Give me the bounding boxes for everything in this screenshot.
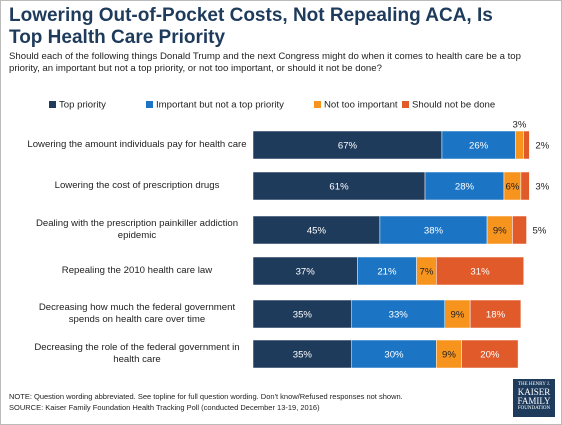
value-label: 37% [296,267,316,278]
value-label: 33% [389,310,409,321]
logo-text: FAMILY [517,396,551,406]
value-label: 30% [384,350,404,361]
value-label: 28% [455,182,475,193]
legend-swatch [402,101,409,108]
legend-swatch [49,101,56,108]
bar-segment [351,299,446,329]
bar-segment [252,299,352,329]
category-label: Decreasing the role of the federal gover… [34,342,240,365]
category-label: Repealing the 2010 health care law [61,265,213,276]
bar-segment [469,299,522,329]
value-label: 18% [486,310,506,321]
bar-segment [441,130,516,160]
logo-text: FOUNDATION [517,406,551,411]
legend-label: Not too important [324,100,398,111]
bar-segment [252,256,358,286]
value-label: 45% [307,226,327,237]
bar-segment [444,299,471,329]
value-label: 67% [338,141,358,152]
value-label: 20% [480,350,500,361]
value-label: 61% [329,182,349,193]
value-label: 3% [535,182,549,193]
bar-segment [523,130,530,160]
bar-segment [424,171,505,201]
legend-swatch [314,101,321,108]
bar-segment [436,256,524,286]
value-label: 21% [377,267,397,278]
category-label: Dealing with the prescription painkiller… [35,218,239,241]
value-label: 7% [419,267,433,278]
bar-segment [486,215,513,245]
chart-subtitle: Should each of the following things Dona… [9,51,521,74]
logo-text: KAISER [517,387,551,397]
value-label: 9% [493,226,507,237]
bar-segment [351,339,437,369]
chart-title: Lowering Out-of-Pocket Costs, Not Repeal… [9,5,493,48]
value-label: 3% [513,120,527,131]
value-label: 26% [469,141,489,152]
bar-segment [436,339,462,369]
legend-swatch [146,101,153,108]
value-label: 38% [424,226,444,237]
legend-label: Should not be done [412,100,495,111]
category-label: Lowering the amount individuals pay for … [27,139,247,150]
category-label: Decreasing how much the federal governme… [38,302,236,325]
category-label: Lowering the cost of prescription drugs [54,180,220,191]
bar-segment [252,171,426,201]
value-label: 35% [293,310,313,321]
legend-label: Top priority [59,100,106,111]
note: SOURCE: Kaiser Family Foundation Health … [9,403,320,412]
bar-segment [520,171,530,201]
bar-segment [252,215,381,245]
logo-text: THE HENRY J. [517,382,551,387]
value-label: 6% [506,182,520,193]
value-label: 9% [442,350,456,361]
value-label: 5% [533,226,547,237]
bar-segment [252,130,443,160]
bar-segment [512,215,527,245]
value-label: 2% [535,141,549,152]
value-label: 9% [451,310,465,321]
bar-segment [461,339,519,369]
value-label: 35% [293,350,313,361]
value-label: 31% [470,267,490,278]
legend-label: Important but not a top priority [156,100,284,111]
logo: THE HENRY J. KAISER FAMILY FOUNDATION [513,379,555,417]
bar-segment [515,130,524,160]
note: NOTE: Question wording abbreviated. See … [9,392,403,401]
